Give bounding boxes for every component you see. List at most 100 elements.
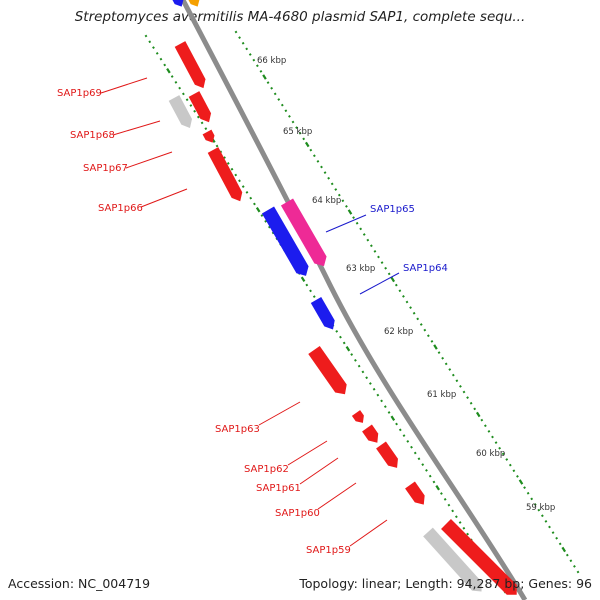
gene-grey-59 — [423, 527, 482, 592]
minor-tick — [426, 334, 430, 338]
gene-sap1p60 — [405, 481, 425, 505]
gene-label-g61[interactable]: SAP1p61 — [256, 483, 301, 494]
minor-tick — [398, 289, 402, 293]
gene-sap1p64 — [310, 297, 335, 330]
minor-tick — [526, 491, 530, 495]
minor-tick — [394, 283, 398, 287]
minor-tick — [423, 328, 427, 332]
gene-label-g66[interactable]: SAP1p66 — [98, 203, 143, 214]
minor-tick — [163, 63, 167, 67]
minor-tick — [320, 165, 323, 169]
minor-tick — [487, 429, 491, 433]
minor-tick — [288, 114, 291, 118]
minor-tick — [238, 179, 241, 183]
gene-label-g69[interactable]: SAP1p69 — [57, 88, 102, 99]
gene-label-g68[interactable]: SAP1p68 — [70, 130, 115, 141]
minor-tick — [551, 531, 555, 535]
gene-label-g60[interactable]: SAP1p60 — [275, 508, 320, 519]
minor-tick — [178, 86, 182, 90]
minor-tick — [259, 69, 263, 73]
minor-tick — [323, 171, 327, 175]
accession-text: Accession: NC_004719 — [8, 576, 151, 591]
minor-tick — [413, 451, 417, 455]
minor-tick — [537, 508, 541, 512]
outer-tick-dots — [234, 30, 580, 574]
minor-tick — [238, 36, 241, 40]
minor-tick — [558, 542, 562, 546]
leader-line-g61 — [299, 457, 339, 485]
minor-tick — [373, 249, 377, 253]
minor-tick — [355, 221, 359, 225]
kbp-label: 61 kbp — [427, 390, 456, 400]
leader-line-g66 — [140, 188, 188, 208]
major-tick — [345, 346, 351, 352]
minor-tick — [576, 570, 580, 574]
kbp-label: 65 kbp — [283, 127, 312, 137]
minor-tick — [365, 376, 369, 380]
minor-tick — [226, 162, 230, 165]
minor-tick — [462, 390, 466, 394]
genes — [168, 0, 517, 595]
minor-tick — [342, 341, 346, 345]
leader-line-g62 — [287, 440, 328, 466]
minor-tick — [339, 335, 342, 339]
minor-tick — [200, 121, 204, 125]
minor-tick — [305, 283, 309, 287]
minor-tick — [512, 469, 516, 473]
minor-tick — [330, 182, 334, 186]
minor-tick — [361, 370, 365, 374]
minor-tick — [359, 227, 363, 231]
minor-tick — [255, 64, 259, 68]
minor-tick — [357, 364, 361, 368]
topology-summary: Topology: linear; Length: 94,287 bp; Gen… — [299, 576, 592, 591]
minor-tick — [447, 503, 451, 507]
minor-tick — [380, 399, 383, 403]
minor-tick — [455, 515, 458, 519]
gene-label-g67[interactable]: SAP1p67 — [83, 163, 128, 174]
minor-tick — [530, 497, 534, 501]
minor-tick — [505, 458, 509, 461]
gene-sap1p68 — [188, 91, 212, 123]
gene-label-g65[interactable]: SAP1p65 — [370, 204, 415, 215]
minor-tick — [455, 379, 459, 383]
gene-label-g62[interactable]: SAP1p62 — [244, 464, 289, 475]
minor-tick — [406, 440, 410, 443]
minor-tick — [291, 120, 295, 124]
gene-pink — [280, 198, 327, 267]
minor-tick — [362, 233, 366, 236]
minor-tick — [440, 492, 443, 495]
minor-tick — [421, 463, 425, 466]
minor-tick — [494, 441, 498, 445]
gene-sap1p62 — [351, 410, 364, 423]
minor-tick — [337, 193, 341, 197]
minor-tick — [410, 445, 413, 449]
gene-label-g63[interactable]: SAP1p63 — [215, 424, 260, 435]
major-tick — [561, 546, 567, 553]
minor-tick — [441, 356, 445, 360]
minor-tick — [444, 362, 448, 366]
major-tick — [347, 209, 353, 215]
gene-partial-orange — [188, 0, 200, 7]
minor-tick — [234, 173, 238, 177]
minor-tick — [398, 428, 402, 432]
minor-tick — [565, 553, 569, 557]
gene-sap1p61 — [362, 424, 379, 443]
minor-tick — [170, 75, 174, 78]
minor-tick — [480, 418, 484, 422]
minor-tick — [298, 131, 302, 135]
gene-label-g59[interactable]: SAP1p59 — [306, 545, 351, 556]
minor-tick — [462, 526, 466, 530]
minor-tick — [387, 272, 391, 276]
gene-label-g64[interactable]: SAP1p64 — [403, 263, 448, 274]
kbp-label: 64 kbp — [312, 196, 341, 206]
minor-tick — [264, 219, 268, 223]
backbone — [180, 0, 528, 600]
minor-tick — [498, 446, 502, 450]
minor-tick — [533, 503, 537, 506]
minor-tick — [416, 317, 420, 321]
minor-tick — [380, 261, 384, 265]
major-tick — [300, 276, 306, 282]
minor-tick — [260, 214, 264, 217]
gene-grey-68a — [168, 95, 192, 129]
minor-tick — [252, 58, 256, 62]
